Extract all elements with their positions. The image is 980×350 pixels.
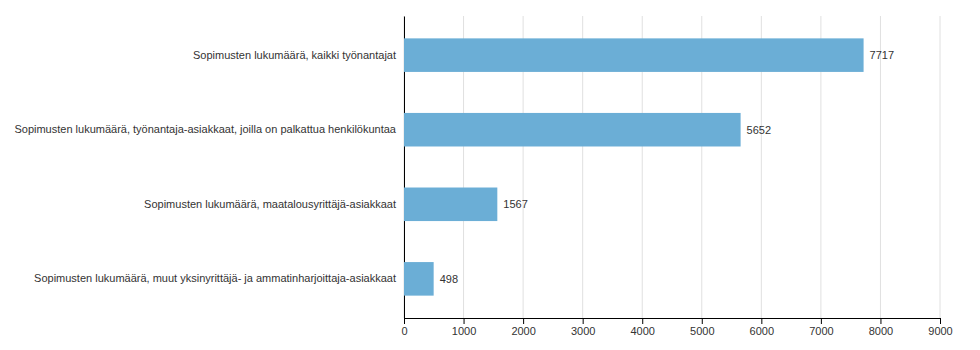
y-tick-label: Sopimusten lukumäärä, työnantaja-asiakka…	[14, 123, 396, 135]
data-label: 5652	[747, 124, 771, 136]
x-tick: 0	[401, 318, 407, 337]
y-tick-label: Sopimusten lukumäärä, kaikki työnantajat	[193, 49, 396, 61]
chart-container: Sopimusten lukumäärä, kaikki työnantajat…	[0, 0, 980, 350]
x-tick-label: 6000	[750, 325, 774, 337]
x-tick: 7000	[809, 318, 833, 337]
bar	[404, 188, 497, 222]
y-tick-label: Sopimusten lukumäärä, muut yksinyrittäjä…	[34, 272, 396, 284]
x-tick-label: 2000	[511, 325, 535, 337]
x-tick: 2000	[511, 318, 535, 337]
bars	[404, 38, 864, 295]
x-tick: 6000	[750, 318, 774, 337]
x-tick-label: 1000	[452, 325, 476, 337]
x-tick-label: 3000	[571, 325, 595, 337]
y-tick: Sopimusten lukumäärä, työnantaja-asiakka…	[14, 123, 404, 135]
y-tick-label: Sopimusten lukumäärä, maatalousyrittäjä-…	[144, 198, 396, 210]
data-label: 498	[440, 273, 458, 285]
x-tick-label: 7000	[809, 325, 833, 337]
y-axis: Sopimusten lukumäärä, kaikki työnantajat…	[14, 17, 404, 319]
x-tick: 1000	[452, 318, 476, 337]
x-tick-mark	[761, 318, 762, 324]
grid-line	[880, 16, 881, 318]
data-labels: 498 1567 5652 7717	[440, 49, 894, 285]
x-axis-line	[405, 319, 941, 325]
x-tick: 3000	[571, 318, 595, 337]
bar	[404, 38, 864, 72]
data-label: 7717	[870, 49, 894, 61]
x-tick: 9000	[928, 318, 952, 337]
x-tick-mark	[464, 318, 465, 324]
chart: Sopimusten lukumäärä, kaikki työnantajat…	[0, 0, 980, 350]
bar	[404, 113, 741, 147]
x-tick-mark	[583, 318, 584, 324]
y-tick: Sopimusten lukumäärä, muut yksinyrittäjä…	[34, 272, 404, 284]
x-tick-label: 8000	[869, 325, 893, 337]
x-axis: 0 1000 2000 3000 4000 5000 6000 7000 8000 9000	[401, 318, 952, 337]
x-tick-label: 5000	[690, 325, 714, 337]
x-tick-mark	[880, 318, 881, 324]
x-tick-label: 9000	[928, 325, 952, 337]
x-tick: 5000	[690, 318, 714, 337]
grid-line	[940, 16, 941, 318]
x-tick-mark	[523, 318, 524, 324]
x-tick-mark	[642, 318, 643, 324]
x-tick-mark	[702, 318, 703, 324]
grid	[404, 16, 940, 318]
x-tick-label: 0	[401, 325, 407, 337]
x-tick-label: 4000	[630, 325, 654, 337]
y-tick: Sopimusten lukumäärä, kaikki työnantajat	[193, 49, 404, 61]
y-tick: Sopimusten lukumäärä, maatalousyrittäjä-…	[144, 198, 404, 210]
data-label: 1567	[503, 198, 527, 210]
x-tick-mark	[821, 318, 822, 324]
bar	[404, 262, 434, 296]
x-tick: 8000	[869, 318, 893, 337]
x-tick: 4000	[630, 318, 654, 337]
x-tick-mark	[404, 318, 405, 324]
x-tick-mark	[940, 318, 941, 324]
